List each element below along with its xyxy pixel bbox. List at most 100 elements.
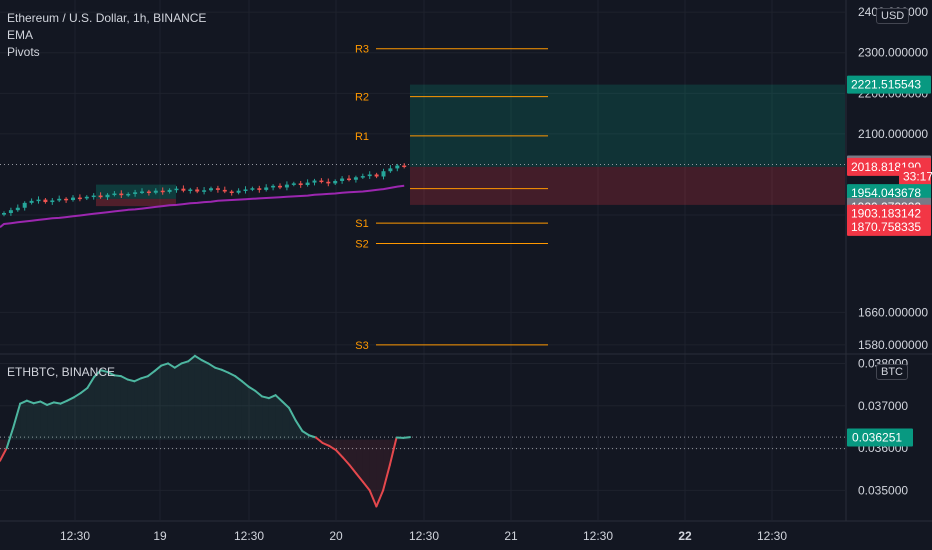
ethbtc-line-segment[interactable] xyxy=(140,375,149,380)
candle-body[interactable] xyxy=(236,190,241,193)
candle-body[interactable] xyxy=(202,190,207,192)
pivot-label-r3[interactable]: R3 xyxy=(355,44,369,56)
candle-body[interactable] xyxy=(271,185,276,188)
price-axis[interactable]: 2400.0000002300.0000002200.0000002100.00… xyxy=(845,0,932,521)
btc-currency-button[interactable]: BTC xyxy=(876,364,908,380)
ethbtc-line-segment[interactable] xyxy=(79,387,89,395)
symbol-title[interactable]: Ethereum / U.S. Dollar, 1h, BINANCE xyxy=(7,11,207,25)
ethbtc-line-segment[interactable] xyxy=(341,456,351,466)
ethbtc-line-segment[interactable] xyxy=(113,374,122,378)
candle-body[interactable] xyxy=(367,174,372,177)
ethbtc-line-segment[interactable] xyxy=(32,400,42,405)
ethbtc-line-segment[interactable] xyxy=(167,362,176,369)
candle-body[interactable] xyxy=(278,185,282,188)
candle-body[interactable] xyxy=(340,178,345,181)
candle-body[interactable] xyxy=(153,190,158,193)
price-axis-label[interactable]: 2100.000000 xyxy=(858,127,928,141)
stop-zone[interactable] xyxy=(410,166,845,205)
candle-body[interactable] xyxy=(291,183,296,185)
candle-body[interactable] xyxy=(119,193,124,196)
time-axis-label[interactable]: 12:30 xyxy=(234,529,264,543)
ethbtc-line-segment[interactable] xyxy=(247,385,257,392)
candle-body[interactable] xyxy=(305,182,310,186)
time-axis-label[interactable]: 12:30 xyxy=(409,529,439,543)
small-stop-zone[interactable] xyxy=(96,198,176,207)
time-axis[interactable]: 12:30 19 12:30 20 12:30 21 12:30 22 12:30 xyxy=(0,520,932,543)
ethbtc-line-segment[interactable] xyxy=(93,369,102,378)
ethbtc-line-segment[interactable] xyxy=(335,449,344,459)
usd-currency-button[interactable]: USD xyxy=(876,8,910,24)
ethbtc-line-segment[interactable] xyxy=(86,376,96,389)
candle-body[interactable] xyxy=(84,196,89,199)
candle-body[interactable] xyxy=(22,202,27,208)
time-axis-label[interactable]: 20 xyxy=(329,529,343,543)
ethbtc-line-segment[interactable] xyxy=(314,436,324,444)
candle-body[interactable] xyxy=(91,195,96,198)
ethbtc-line-segment[interactable] xyxy=(180,360,190,365)
ethbtc-line-segment[interactable] xyxy=(119,375,129,381)
ethbtc-line-segment[interactable] xyxy=(328,444,338,452)
candle-body[interactable] xyxy=(333,180,338,184)
candle-body[interactable] xyxy=(50,200,55,203)
candle-body[interactable] xyxy=(15,207,20,211)
price-badge[interactable]: 1870.758335 xyxy=(847,217,931,236)
candle-body[interactable] xyxy=(64,198,69,201)
time-axis-label[interactable]: 22 xyxy=(678,529,692,543)
ethbtc-line-segment[interactable] xyxy=(59,399,69,405)
ethbtc-line-segment[interactable] xyxy=(382,464,391,492)
ethbtc-line-segment[interactable] xyxy=(39,400,49,406)
candle-body[interactable] xyxy=(181,188,186,191)
candle-body[interactable] xyxy=(167,189,172,192)
ethbtc-line-segment[interactable] xyxy=(308,434,317,439)
candle-body[interactable] xyxy=(243,189,248,191)
ethbtc-line-segment[interactable] xyxy=(133,377,143,383)
time-axis-label[interactable]: 21 xyxy=(504,529,518,543)
candle-body[interactable] xyxy=(374,174,379,177)
ethbtc-line-segment[interactable] xyxy=(240,380,250,388)
ethbtc-line-segment[interactable] xyxy=(160,362,170,367)
ethbtc-line-segment[interactable] xyxy=(361,480,371,492)
pivot-label-s2[interactable]: S2 xyxy=(355,238,368,250)
candle-body[interactable] xyxy=(347,178,351,181)
ethbtc-line-segment[interactable] xyxy=(301,430,311,437)
ethbtc-line-segment[interactable] xyxy=(99,369,109,373)
ethbtc-line-segment[interactable] xyxy=(153,364,163,373)
candle-body[interactable] xyxy=(29,200,34,203)
ethbtc-line-segment[interactable] xyxy=(375,489,385,508)
time-axis-label[interactable]: 19 xyxy=(153,529,167,543)
ethbtc-line-segment[interactable] xyxy=(25,399,35,405)
candle-body[interactable] xyxy=(298,183,303,186)
ethbtc-line-segment[interactable] xyxy=(207,362,217,369)
ethbtc-line-segment[interactable] xyxy=(0,447,8,462)
candle-body[interactable] xyxy=(215,188,220,190)
ethbtc-line-segment[interactable] xyxy=(52,401,62,405)
candle-body[interactable] xyxy=(264,187,269,190)
main-price-pane[interactable]: R3 R2 R1 S1 S2 S3 xyxy=(0,44,845,352)
ethbtc-legend[interactable]: ETHBTC, BINANCE xyxy=(7,365,116,379)
target-zone[interactable] xyxy=(410,84,845,167)
ethbtc-line-segment[interactable] xyxy=(214,366,223,371)
pivot-label-r1[interactable]: R1 xyxy=(355,131,369,143)
price-axis-label[interactable]: 1580.000000 xyxy=(858,338,928,352)
candle-body[interactable] xyxy=(195,189,200,192)
candle-body[interactable] xyxy=(257,188,262,190)
candle-body[interactable] xyxy=(395,165,400,169)
price-badge[interactable]: 1954.043678 xyxy=(847,184,931,203)
ethbtc-line-segment[interactable] xyxy=(254,389,264,398)
candle-body[interactable] xyxy=(126,193,131,196)
candle-body[interactable] xyxy=(174,188,179,191)
ethbtc-line-segment[interactable] xyxy=(368,489,378,508)
candle-body[interactable] xyxy=(284,184,289,188)
ethbtc-line-segment[interactable] xyxy=(402,436,411,439)
ethbtc-line-segment[interactable] xyxy=(294,419,304,433)
price-axis-label[interactable]: 2300.000000 xyxy=(858,46,928,60)
ethbtc-line-segment[interactable] xyxy=(274,394,284,403)
candle-body[interactable] xyxy=(146,191,151,194)
price-badge[interactable]: 33:17 xyxy=(899,167,932,186)
candle-body[interactable] xyxy=(250,188,255,190)
price-badge[interactable]: 2221.515543 xyxy=(847,75,931,94)
candle-body[interactable] xyxy=(209,188,213,191)
candle-body[interactable] xyxy=(71,197,75,201)
pivot-label-r2[interactable]: R2 xyxy=(355,92,369,104)
